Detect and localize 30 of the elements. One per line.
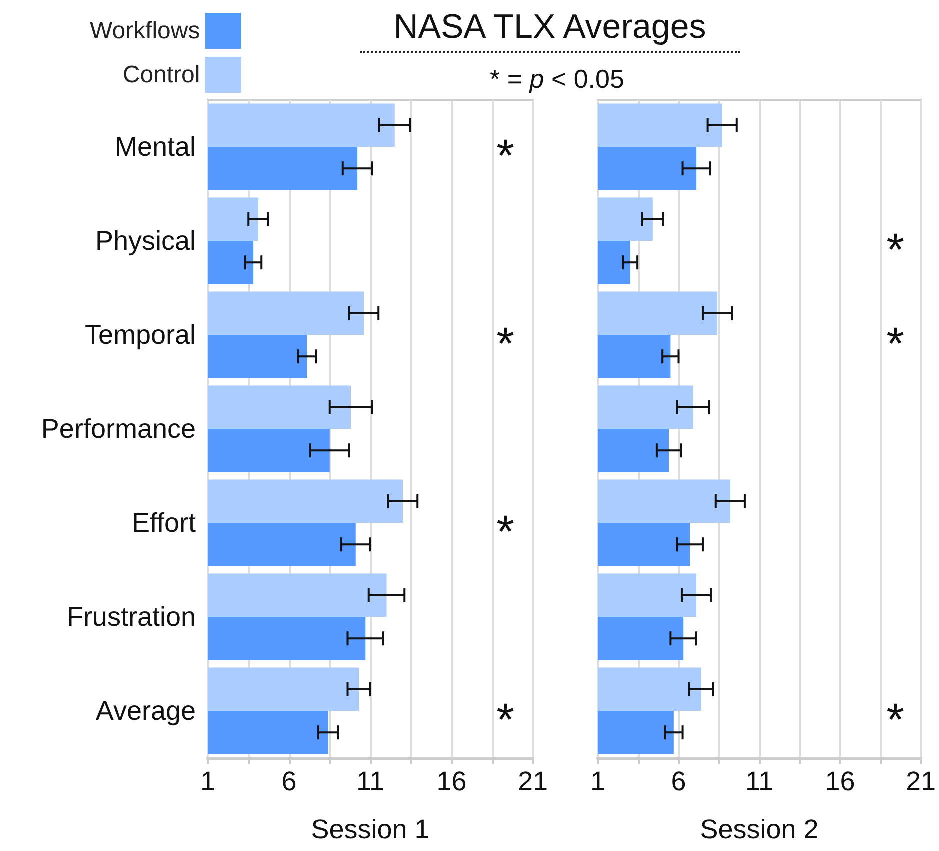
x-tick-label: 11: [745, 766, 774, 796]
x-tick-label: 21: [518, 766, 548, 796]
x-tick-label: 21: [906, 766, 936, 796]
y-tick-label: Physical: [95, 226, 196, 256]
x-tick-label: 6: [671, 766, 686, 796]
x-axis-title: Session 2: [700, 814, 819, 844]
x-tick-label: 1: [200, 766, 216, 796]
legend-label: Workflows: [90, 18, 200, 44]
data-label: *: [886, 223, 905, 276]
y-tick-label: Performance: [41, 414, 196, 444]
data-label: *: [496, 317, 515, 370]
legend-label: Control: [122, 62, 200, 88]
data-label: *: [496, 129, 515, 182]
y-tick-label: Frustration: [66, 602, 196, 632]
y-tick-label: Mental: [114, 132, 196, 162]
data-label: *: [496, 505, 515, 558]
data-label: *: [496, 693, 515, 746]
y-tick-label: Temporal: [84, 320, 196, 350]
x-tick-label: 16: [436, 766, 467, 796]
chart-title: NASA TLX Averages: [360, 8, 740, 53]
x-tick-label: 11: [356, 766, 385, 796]
data-label: *: [886, 693, 905, 746]
x-tick-label: 1: [590, 766, 606, 796]
x-tick-label: 16: [825, 766, 856, 796]
data-label: *: [886, 317, 905, 370]
y-tick-label: Average: [96, 696, 196, 726]
x-tick-label: 6: [282, 766, 297, 796]
y-tick-label: Effort: [132, 508, 196, 538]
text: * = p < 0.05: [490, 64, 624, 95]
x-axis-title: Session 1: [311, 814, 430, 844]
